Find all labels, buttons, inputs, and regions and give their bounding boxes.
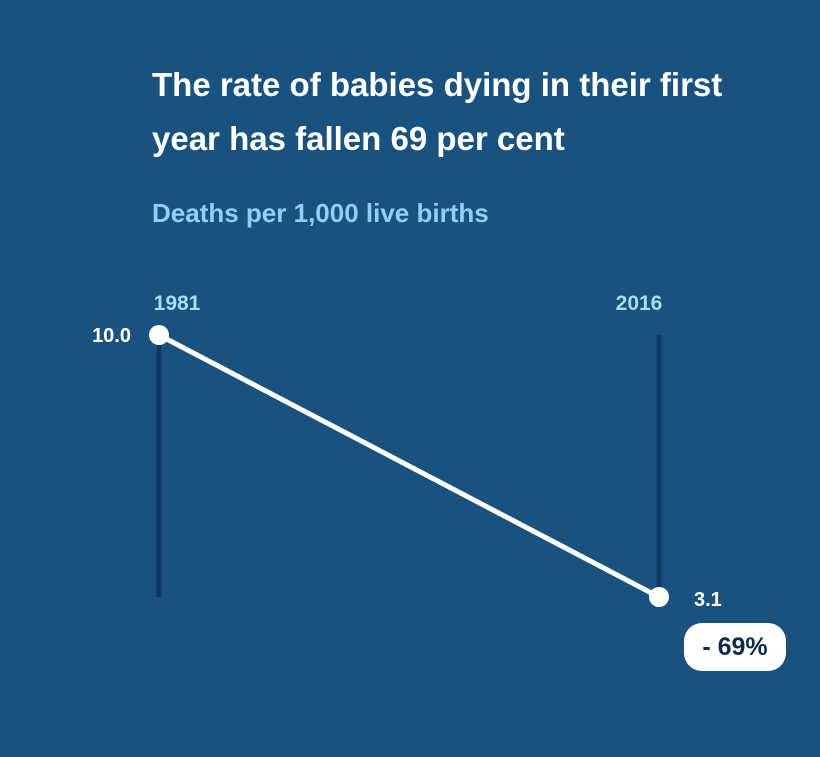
chart-title: The rate of babies dying in their first … [152, 66, 723, 157]
change-badge: - 69% [684, 623, 786, 671]
series-line [156, 332, 662, 600]
value-label-2016: 3.1 [694, 589, 722, 611]
data-point-2016 [649, 587, 669, 607]
year-label-2016: 2016 [616, 292, 663, 315]
data-point-1981 [149, 325, 169, 345]
year-label-1981: 1981 [154, 292, 201, 315]
value-label-1981: 10.0 [92, 325, 131, 347]
chart-subtitle: Deaths per 1,000 live births [152, 198, 489, 228]
